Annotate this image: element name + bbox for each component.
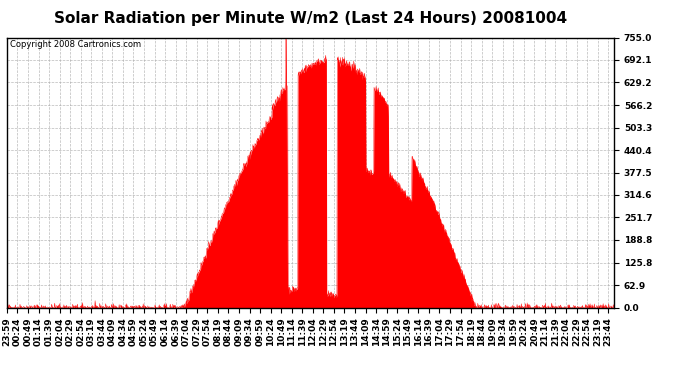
Text: Solar Radiation per Minute W/m2 (Last 24 Hours) 20081004: Solar Radiation per Minute W/m2 (Last 24… [54, 11, 567, 26]
Text: Copyright 2008 Cartronics.com: Copyright 2008 Cartronics.com [10, 40, 141, 49]
